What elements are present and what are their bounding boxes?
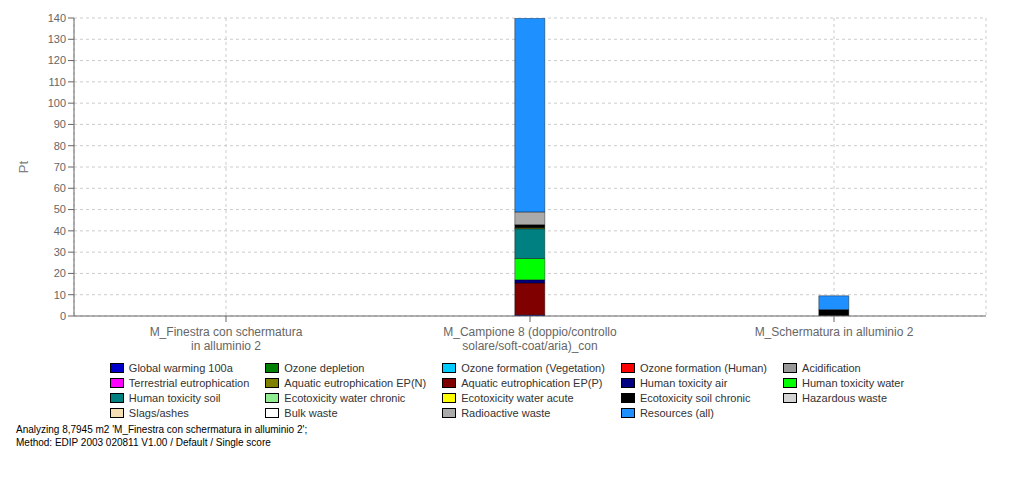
svg-text:40: 40 <box>54 225 66 237</box>
html-text:Ozone depletion: Ozone depletion <box>284 362 365 374</box>
html-text:Ozone formation (Vegetation): Ozone formation (Vegetation) <box>461 362 605 374</box>
svg-text:20: 20 <box>54 267 66 279</box>
svg-text:60: 60 <box>54 182 66 194</box>
svg-text:M_Finestra con schermaturain a: M_Finestra con schermaturain alluminio 2 <box>150 325 303 353</box>
html-text:Slags/ashes: Slags/ashes <box>128 407 189 419</box>
svg-text:M_Schermatura in alluminio 2: M_Schermatura in alluminio 2 <box>755 325 914 339</box>
html-text:Aquatic eutrophication EP(P): Aquatic eutrophication EP(P) <box>461 377 603 389</box>
svg-text:110: 110 <box>48 76 66 88</box>
html-text:Hazardous waste: Hazardous waste <box>802 392 887 404</box>
html-text:Resources (all): Resources (all) <box>639 407 714 419</box>
html-text:Ozone formation (Human): Ozone formation (Human) <box>639 362 767 374</box>
svg-text:80: 80 <box>54 140 66 152</box>
svg-text:100: 100 <box>48 97 66 109</box>
html-text:Human toxicity soil: Human toxicity soil <box>128 392 221 404</box>
svg-text:30: 30 <box>54 246 66 258</box>
svg-text:Pt: Pt <box>16 160 31 173</box>
html-text:Acidification: Acidification <box>802 362 861 374</box>
html-text:Ecotoxicity water acute: Ecotoxicity water acute <box>461 392 574 404</box>
svg-text:50: 50 <box>54 203 66 215</box>
svg-text:70: 70 <box>54 161 66 173</box>
html-text:Human toxicity water: Human toxicity water <box>802 377 905 389</box>
html-text:Global warming 100a: Global warming 100a <box>128 362 233 374</box>
svg-text:90: 90 <box>54 118 66 130</box>
html-text:Method: EDIP 2003 020811 V1.00: Method: EDIP 2003 020811 V1.00 / Default… <box>16 437 271 448</box>
svg-text:130: 130 <box>48 33 66 45</box>
svg-text:M_Campione 8 (doppio/controllo: M_Campione 8 (doppio/controllosolare/sof… <box>443 325 617 353</box>
svg-text:0: 0 <box>60 310 66 322</box>
html-text:Human toxicity air: Human toxicity air <box>639 377 728 389</box>
html-text:Ecotoxicity water chronic: Ecotoxicity water chronic <box>284 392 406 404</box>
html-text:Ecotoxicity soil chronic: Ecotoxicity soil chronic <box>639 392 751 404</box>
svg-text:120: 120 <box>48 54 66 66</box>
html-text:Bulk waste: Bulk waste <box>284 407 338 419</box>
html-text:Terrestrial eutrophication: Terrestrial eutrophication <box>128 377 250 389</box>
svg-text:140: 140 <box>48 12 66 24</box>
html-text:Aquatic eutrophication EP(N): Aquatic eutrophication EP(N) <box>284 377 427 389</box>
svg-text:10: 10 <box>54 289 66 301</box>
html-text:Analyzing 8,7945 m2 'M_Finestr: Analyzing 8,7945 m2 'M_Finestra con sche… <box>16 424 308 435</box>
html-text:Radioactive waste: Radioactive waste <box>461 407 551 419</box>
